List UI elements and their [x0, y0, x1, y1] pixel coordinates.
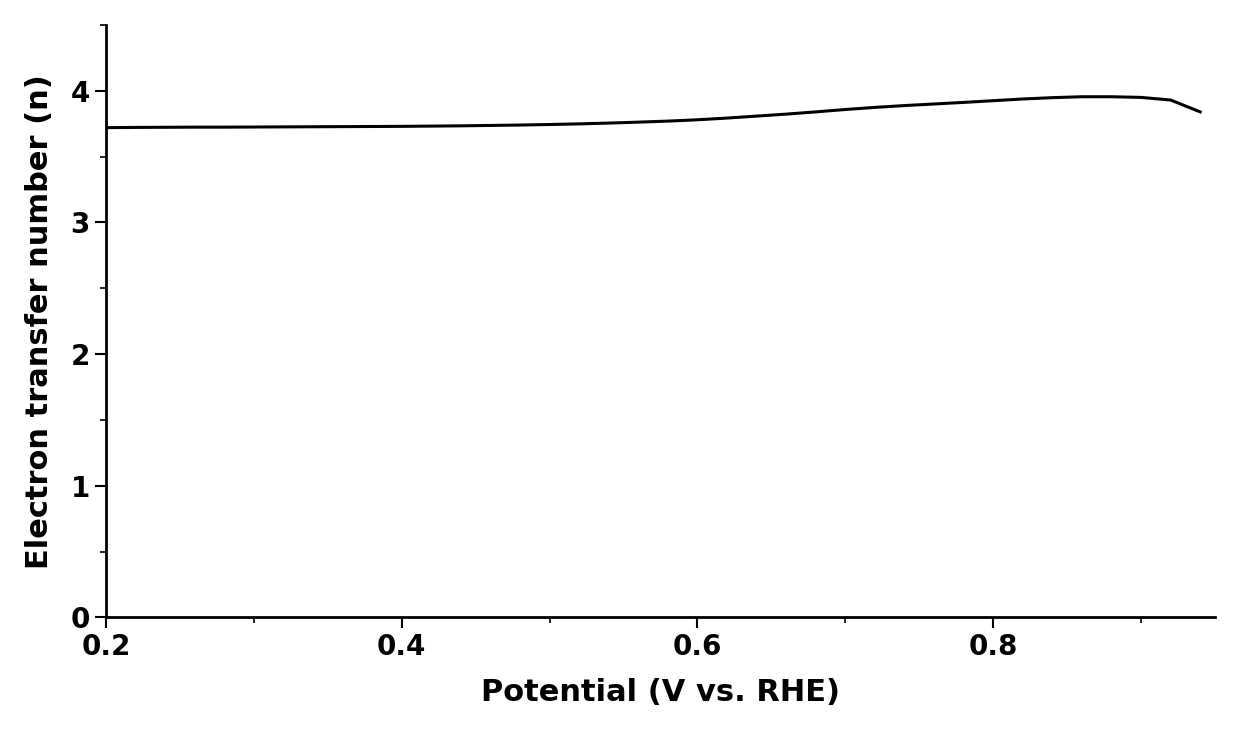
- X-axis label: Potential (V vs. RHE): Potential (V vs. RHE): [481, 678, 839, 707]
- Y-axis label: Electron transfer number (n): Electron transfer number (n): [25, 74, 55, 569]
